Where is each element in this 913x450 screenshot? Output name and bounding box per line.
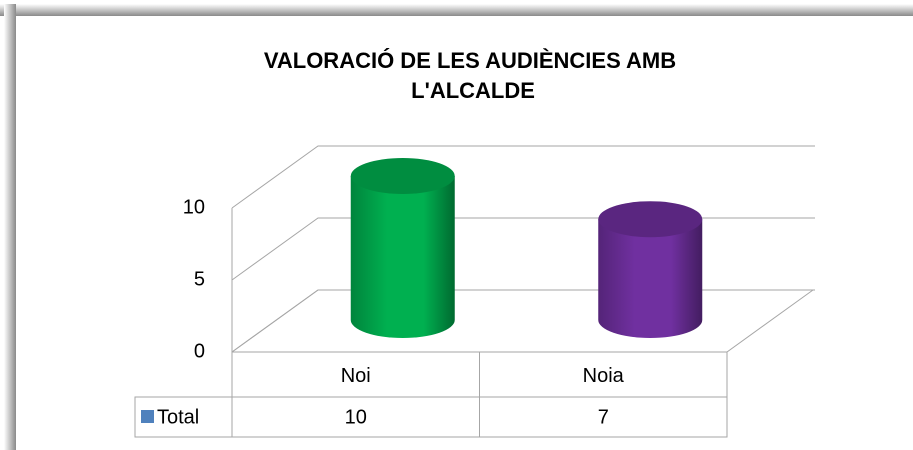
x-tick-label: Noia bbox=[583, 365, 625, 387]
frame-shadow bbox=[4, 4, 16, 450]
y-tick-label: 0 bbox=[194, 340, 205, 362]
y-tick-label: 10 bbox=[183, 196, 205, 218]
cylinder bbox=[350, 176, 455, 338]
chart-title: VALORACIÓ DE LES AUDIÈNCIES AMB L'ALCALD… bbox=[264, 48, 676, 103]
frame-shadow bbox=[0, 4, 913, 16]
table-value: 7 bbox=[598, 406, 609, 428]
chart-area bbox=[16, 16, 913, 450]
cylinder bbox=[598, 219, 703, 338]
cylinder-top bbox=[350, 158, 455, 194]
y-tick-label: 5 bbox=[194, 268, 205, 290]
cylinder-top bbox=[598, 201, 703, 238]
grid-line bbox=[231, 145, 815, 209]
legend-swatch bbox=[141, 410, 154, 423]
table-value: 10 bbox=[345, 406, 367, 428]
legend-label: Total bbox=[157, 406, 199, 428]
x-tick-label: Noi bbox=[341, 365, 371, 387]
table-cell bbox=[134, 396, 728, 438]
